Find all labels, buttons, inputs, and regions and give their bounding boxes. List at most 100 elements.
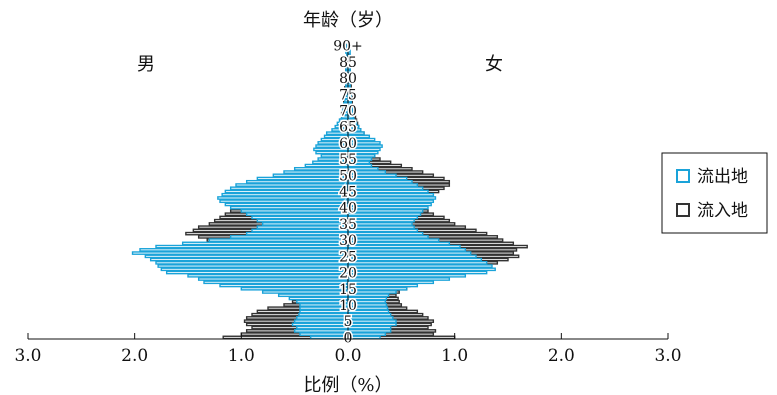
bar-outflow-male-age-37	[251, 215, 349, 220]
bar-outflow-male-age-34	[256, 225, 349, 229]
y-tick-label-35: 35	[339, 217, 357, 233]
bar-outflow-female-age-46	[347, 186, 424, 191]
y-tick-label-45: 45	[339, 185, 357, 201]
bar-outflow-male-age-49	[256, 176, 349, 181]
bar-outflow-male-age-20	[165, 270, 349, 275]
bar-outflow-female-age-25	[347, 254, 477, 259]
y-tick-label-15: 15	[339, 282, 357, 298]
x-axis-label: 比例（%）	[303, 375, 392, 395]
x-tick-label-0: 3.0	[14, 346, 41, 366]
bar-outflow-female-age-24	[347, 257, 483, 262]
bar-outflow-male-age-18	[197, 277, 349, 281]
bar-outflow-female-age-4	[347, 322, 397, 327]
bar-outflow-female-age-42	[347, 199, 435, 204]
bar-outflow-female-age-44	[347, 192, 435, 197]
bar-outflow-female-age-1	[347, 332, 387, 336]
bar-outflow-female-age-5	[347, 319, 397, 323]
male-label: 男	[137, 54, 155, 75]
y-tick-label-70: 70	[339, 103, 357, 119]
bar-outflow-male-age-15	[240, 286, 349, 291]
y-tick-label-75: 75	[339, 87, 357, 103]
x-tick-label-5: 2.0	[548, 346, 575, 366]
bar-outflow-female-age-22	[347, 264, 493, 268]
bar-outflow-male-age-24	[149, 257, 349, 262]
y-tick-label-85: 85	[339, 55, 357, 71]
bar-outflow-female-age-21	[347, 267, 496, 272]
legend-label-inflow: 流入地	[697, 201, 748, 221]
bar-outflow-male-age-29	[181, 241, 349, 246]
bar-outflow-female-age-43	[347, 196, 437, 200]
bar-outflow-male-age-3	[296, 325, 349, 330]
x-tick-label-6: 3.0	[654, 346, 681, 366]
bar-outflow-male-age-39	[240, 209, 349, 213]
bar-outflow-male-age-2	[293, 329, 349, 333]
y-tick-label-65: 65	[339, 120, 357, 136]
bar-outflow-female-age-47	[347, 183, 419, 187]
legend-frame	[661, 152, 768, 234]
bar-outflow-male-age-13	[277, 293, 349, 298]
bar-outflow-male-age-6	[296, 316, 349, 320]
bar-outflow-female-age-35	[347, 222, 413, 226]
bar-outflow-female-age-16	[347, 283, 419, 288]
y-tick-label-10: 10	[339, 298, 357, 314]
x-tick-label-4: 1.0	[441, 346, 468, 366]
bar-outflow-male-age-21	[160, 267, 349, 272]
bar-outflow-male-age-16	[219, 283, 349, 288]
y-tick-label-40: 40	[339, 201, 357, 217]
bar-outflow-male-age-43	[217, 196, 349, 200]
bar-outflow-female-age-41	[347, 202, 432, 207]
bar-outflow-female-age-26	[347, 251, 472, 255]
bar-outflow-female-age-37	[347, 215, 419, 220]
bar-outflow-female-age-31	[347, 235, 429, 239]
bar-outflow-female-age-33	[347, 228, 419, 233]
bar-outflow-male-age-17	[203, 280, 349, 285]
y-tick-label-80: 80	[339, 71, 357, 87]
bar-outflow-female-age-29	[347, 241, 451, 246]
bar-outflow-male-age-23	[155, 261, 349, 265]
bar-outflow-female-age-48	[347, 179, 413, 184]
bar-outflow-female-age-38	[347, 212, 422, 217]
bar-outflow-male-age-33	[251, 228, 349, 233]
y-tick-label-20: 20	[339, 266, 357, 282]
bar-outflow-female-age-30	[347, 238, 440, 242]
bar-outflow-male-age-41	[224, 202, 349, 207]
bar-outflow-female-age-23	[347, 261, 488, 265]
bar-outflow-female-age-19	[347, 273, 467, 278]
bar-outflow-male-age-32	[245, 231, 349, 236]
bar-outflow-female-age-34	[347, 225, 415, 229]
bar-outflow-female-age-28	[347, 244, 461, 249]
bar-outflow-male-age-19	[187, 273, 349, 278]
bar-outflow-female-age-40	[347, 205, 429, 210]
x-tick-label-3: 0.0	[334, 346, 361, 366]
bar-outflow-female-age-17	[347, 280, 435, 285]
x-ticks: 3.0 2.0 1.0 0.0 1.0 2.0 3.0	[14, 333, 682, 366]
chart-title: 年龄（岁）	[303, 10, 393, 31]
bar-outflow-female-age-2	[347, 329, 392, 333]
bar-outflow-male-age-4	[291, 322, 349, 327]
y-tick-label-55: 55	[339, 152, 357, 168]
bars-layer	[131, 43, 528, 340]
y-tick-label-25: 25	[339, 249, 357, 265]
bar-outflow-male-age-35	[261, 222, 349, 226]
bar-outflow-male-age-1	[299, 332, 349, 336]
female-label: 女	[485, 54, 503, 75]
bar-outflow-male-age-46	[229, 186, 349, 191]
bar-outflow-male-age-38	[245, 212, 349, 217]
x-tick-label-2: 1.0	[228, 346, 255, 366]
y-tick-label-30: 30	[339, 233, 357, 249]
bar-outflow-male-age-45	[224, 189, 349, 194]
bar-outflow-female-age-27	[347, 248, 467, 252]
legend-swatch-outflow	[676, 169, 690, 183]
bar-outflow-male-age-36	[256, 218, 349, 223]
bar-outflow-female-age-18	[347, 277, 451, 281]
bar-outflow-female-age-45	[347, 189, 429, 194]
bar-outflow-female-age-36	[347, 218, 415, 223]
bar-outflow-male-age-26	[131, 251, 349, 255]
bar-outflow-female-age-32	[347, 231, 424, 236]
bar-outflow-female-age-0	[347, 335, 381, 340]
legend: 流出地 流入地	[661, 152, 768, 234]
bar-outflow-male-age-50	[272, 173, 349, 178]
x-tick-label-1: 2.0	[121, 346, 148, 366]
y-tick-label-60: 60	[339, 136, 357, 152]
